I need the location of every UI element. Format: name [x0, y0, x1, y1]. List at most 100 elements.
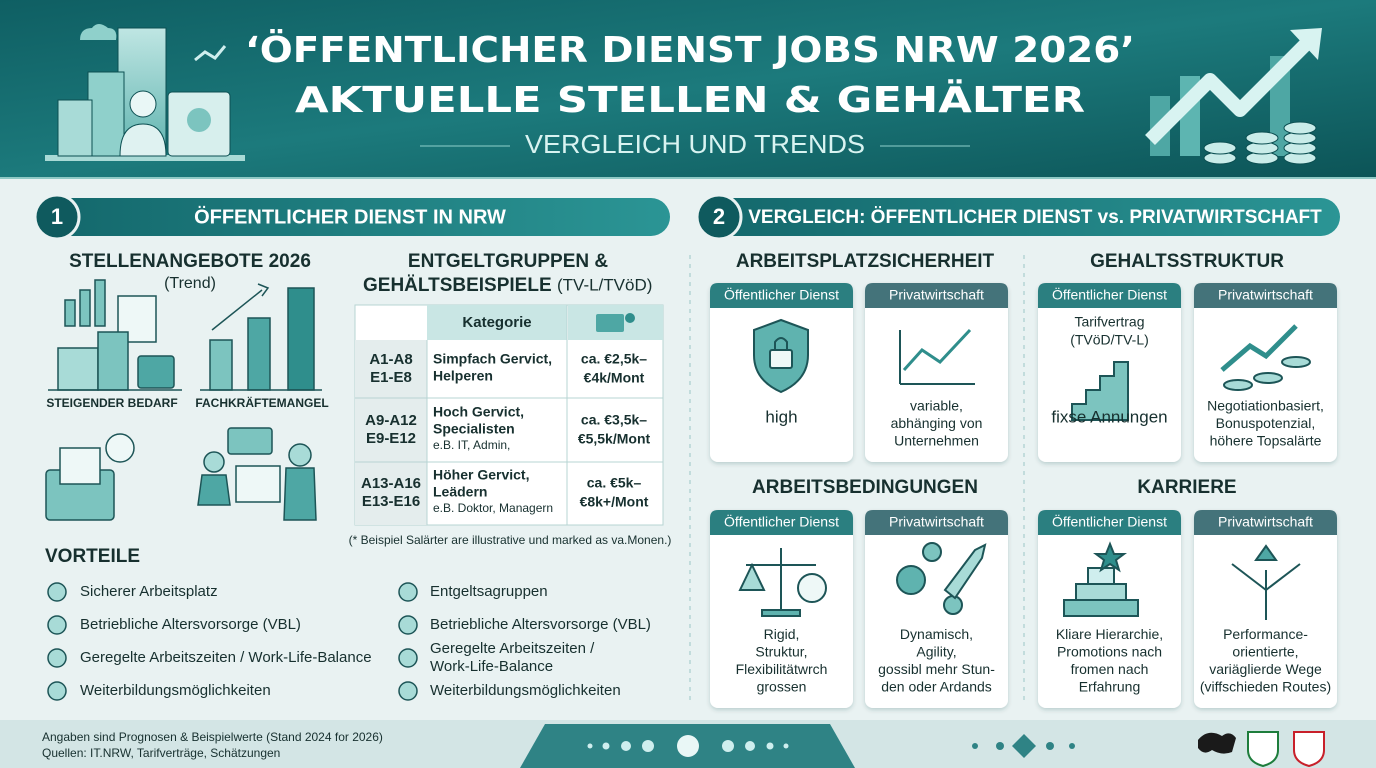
comparison-icons-shape	[1093, 541, 1127, 573]
card-label: Öffentlicher Dienst	[1052, 513, 1167, 530]
salary: ca. €2,5k–	[581, 351, 647, 367]
heading: STELLENANGEBOTE 2026	[69, 251, 311, 272]
benefit: Sicherer Arbeitsplatz	[80, 583, 218, 600]
card-text: fromen nach	[1071, 661, 1149, 677]
benefit: Entgeltsagruppen	[430, 583, 548, 600]
stellen-icons-shape	[197, 474, 231, 506]
benefit: Betriebliche Altersvorsorge (VBL)	[80, 616, 301, 633]
footer-decoration-shape	[1069, 743, 1075, 749]
section-title: ÖFFENTLICHER DIENST IN NRW	[194, 205, 506, 228]
benefit-icon	[47, 615, 67, 635]
footer-decoration-shape	[972, 743, 978, 749]
category: Specialisten	[433, 421, 515, 437]
card-text: Kliare Hierarchie,	[1056, 626, 1163, 642]
panel-title: GEHALTSSTRUKTUR	[1090, 251, 1284, 272]
benefit: Work-Life-Balance	[430, 658, 553, 675]
section-bars-shape	[695, 193, 743, 241]
card-label: Privatwirtschaft	[889, 514, 984, 530]
comparison-icons-shape	[943, 543, 987, 600]
header-illustration-right	[1145, 28, 1322, 165]
benefit: Weiterbildungsmöglichkeiten	[430, 682, 621, 699]
card-text: variable,	[910, 398, 963, 414]
header-illustration-left-shape	[119, 123, 167, 157]
salary: €4k/Mont	[584, 370, 645, 386]
grade: E1-E8	[370, 369, 412, 386]
heading-suffix: (TV-L/TVöD)	[557, 275, 652, 294]
stellen-icons-shape	[97, 331, 129, 391]
section-number: 1	[51, 204, 63, 229]
stellen-icons	[45, 279, 322, 521]
footer-decoration-shape	[602, 742, 610, 750]
footer-decoration-shape	[677, 735, 699, 757]
subtitle: VERGLEICH UND TRENDS	[525, 129, 865, 159]
grade: E13-E16	[362, 493, 420, 510]
panel-title: ARBEITSBEDINGUNGEN	[752, 477, 978, 498]
salary: €5,5k/Mont	[578, 431, 651, 447]
salary: ca. €3,5k–	[581, 412, 647, 428]
stellen-icons-shape	[209, 339, 233, 391]
card-header	[710, 510, 853, 535]
card-header	[1038, 283, 1181, 308]
card-text: Unternehmen	[894, 433, 979, 449]
section-bars	[33, 193, 1340, 241]
card-label: Privatwirtschaft	[1218, 514, 1313, 530]
header-illustration-left-shape	[194, 45, 227, 62]
card-text: (viffschieden Routes)	[1200, 679, 1331, 695]
header-illustration-left-shape	[129, 90, 157, 118]
stellen-icons-shape	[203, 451, 225, 473]
footer-decoration-shape	[587, 743, 593, 749]
comparison-icons-shape	[922, 542, 942, 562]
benefit-icon	[398, 648, 418, 668]
footer-sources: Quellen: IT.NRW, Tarifverträge, Schätzun…	[42, 746, 280, 760]
grade: A13-A16	[361, 475, 421, 492]
comparison-icons-shape	[1254, 544, 1278, 561]
card-header	[1194, 283, 1337, 308]
category: Höher Gervict,	[433, 467, 529, 483]
footer-decoration-shape	[621, 741, 631, 751]
stellen-icons-shape	[105, 433, 135, 463]
header-illustration-right-shape	[1203, 141, 1237, 155]
benefit-icon	[47, 681, 67, 701]
stellen-icons-shape	[137, 355, 175, 389]
stellen-icons-shape	[227, 427, 273, 455]
card-text: abhänging von	[891, 415, 983, 431]
benefit-icon	[398, 681, 418, 701]
section-bars-shape	[700, 198, 1340, 236]
header-illustration-left-shape	[57, 99, 93, 157]
card-text: Struktur,	[755, 644, 807, 660]
benefit-icon	[398, 582, 418, 602]
footer-decoration-shape	[996, 742, 1004, 750]
benefit: Geregelte Arbeitszeiten / Work-Life-Bala…	[80, 649, 372, 666]
card-text: orientierte,	[1232, 644, 1298, 660]
comparison-icons-shape	[769, 349, 793, 369]
stellen-icons-shape	[247, 317, 271, 391]
benefit-icon	[47, 582, 67, 602]
card-text: Agility,	[916, 644, 956, 660]
comparison-icons-shape	[1071, 361, 1129, 421]
header-illustration-left-shape	[80, 24, 117, 40]
card-text: Flexibilitätwrch	[736, 661, 828, 677]
card-text: höhere Topsalärte	[1210, 433, 1322, 449]
category: Leädern	[433, 484, 487, 500]
footer-decoration-shape	[1012, 734, 1036, 758]
salary: €8k+/Mont	[580, 494, 649, 510]
benefit: Betriebliche Altersvorsorge (VBL)	[430, 616, 651, 633]
footer-note: Angaben sind Prognosen & Beispielwerte (…	[42, 730, 383, 744]
header-illustration-left-shape	[187, 108, 211, 132]
category: Hoch Gervict,	[433, 404, 524, 420]
section-number: 2	[713, 204, 725, 229]
table-header: Kategorie	[462, 314, 531, 331]
card-header	[865, 283, 1008, 308]
stellen-icons-shape	[211, 289, 263, 331]
title: AKTUELLE STELLEN & GEHÄLTER	[295, 79, 1085, 121]
footer-decoration-shape	[1198, 732, 1236, 754]
heading: VORTEILE	[45, 546, 140, 567]
comparison-icons-shape	[1063, 599, 1139, 617]
salary-table-frame-shape	[355, 340, 427, 525]
section-bars-shape	[33, 193, 81, 241]
comparison-card	[1038, 283, 1181, 462]
card-text: den oder Ardands	[881, 679, 992, 695]
salary: ca. €5k–	[587, 475, 642, 491]
